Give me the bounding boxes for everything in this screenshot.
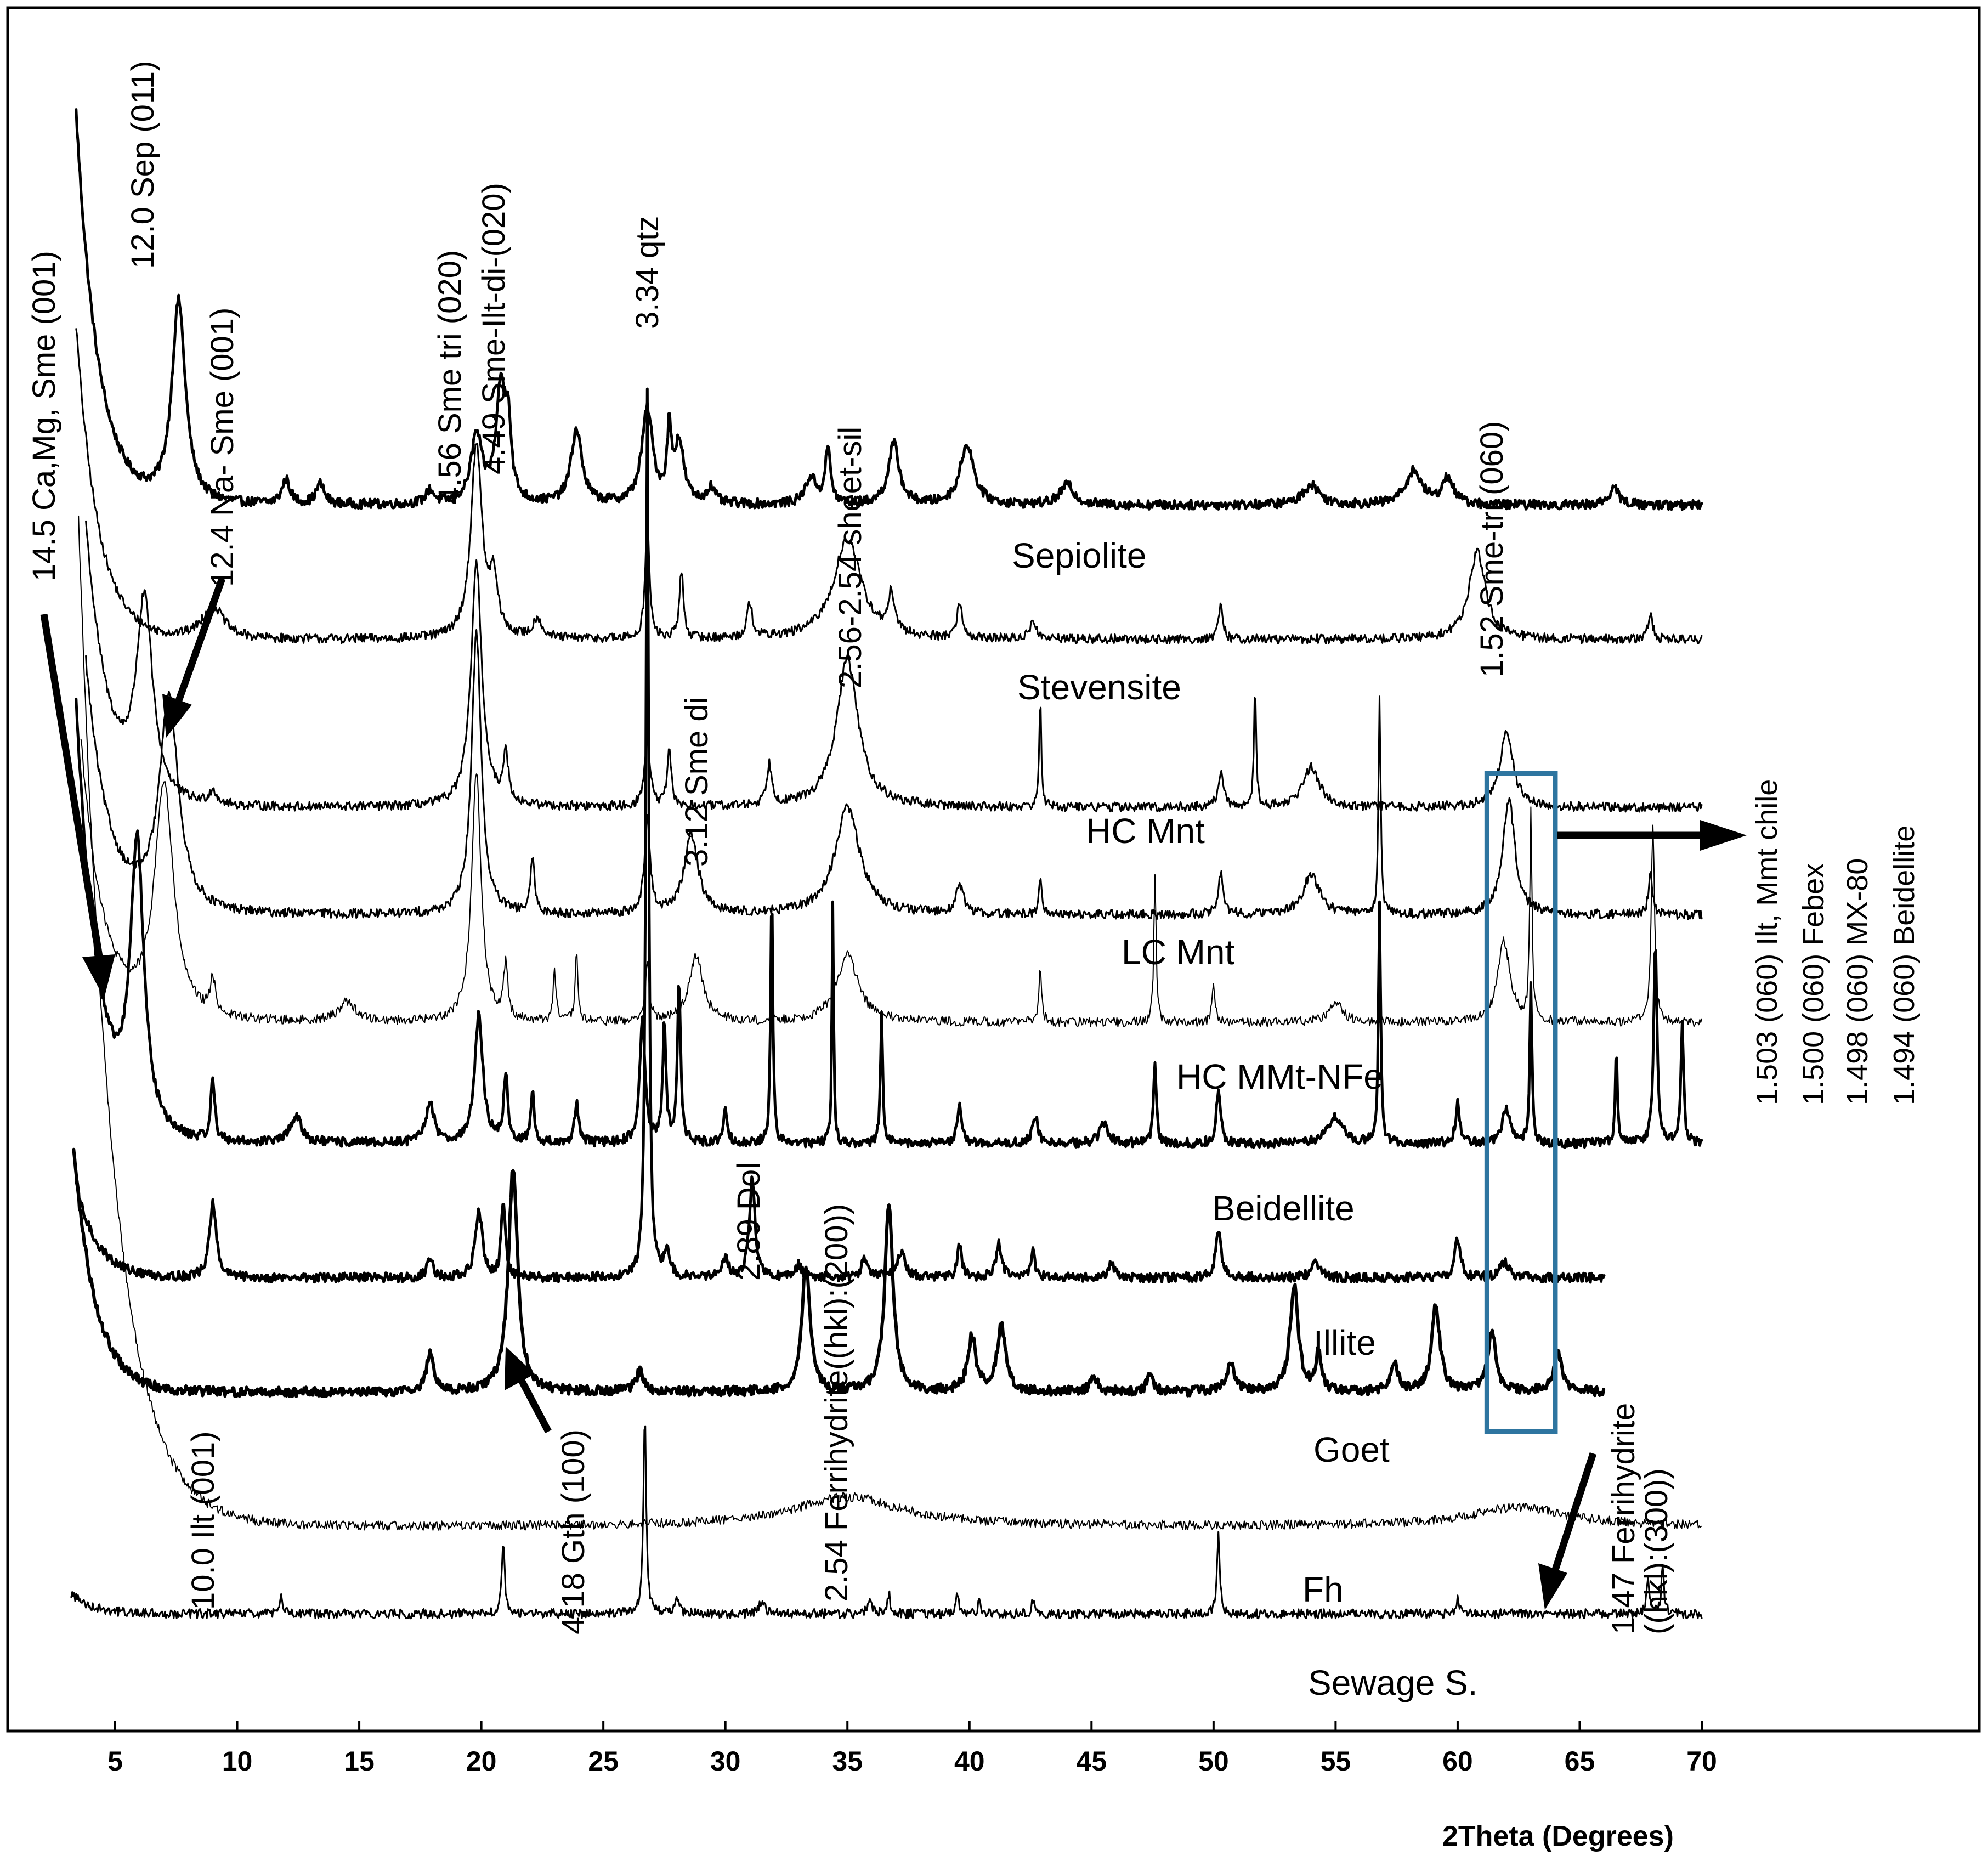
- annotation-ilt-001: 10.0 Ilt (001): [185, 1431, 221, 1610]
- diffraction-traces: [70, 108, 1703, 1620]
- series-label-sepiolite: Sepiolite: [1012, 536, 1147, 575]
- series-line-hc-mmt-nfe: [80, 739, 1702, 1027]
- series-label-illite: Illite: [1313, 1323, 1376, 1362]
- annotation-dol: 2.89 Dol: [731, 1162, 767, 1281]
- series-label-sewage: Sewage S.: [1308, 1663, 1478, 1702]
- x-tick-label: 5: [107, 1746, 123, 1777]
- arrow-060-box: [1557, 820, 1747, 851]
- series-line-beidellite: [75, 697, 1703, 1149]
- annotation-sep-011: 12.0 Sep (011): [125, 61, 161, 269]
- x-tick-label: 25: [588, 1746, 619, 1777]
- annotation-qtz: 3.34 qtz: [630, 216, 665, 329]
- x-tick-label: 15: [344, 1746, 375, 1777]
- annotation-060-febex: 1.500 (060) Febex: [1797, 863, 1830, 1105]
- x-tick-label: 35: [832, 1746, 863, 1777]
- highlight-box-060: [1484, 771, 1558, 1434]
- series-line-fh: [78, 515, 1702, 1531]
- series-label-goet: Goet: [1313, 1430, 1390, 1469]
- annotation-sme-di: 3.12 Sme di: [679, 697, 715, 867]
- series-line-sepiolite: [75, 108, 1703, 511]
- plot-frame: [6, 6, 1981, 1733]
- series-label-lc-mnt: LC Mnt: [1122, 932, 1235, 972]
- arrow-ferrihydrite-300: [1538, 1452, 1597, 1610]
- arrow-na-sme: [162, 577, 226, 738]
- x-tick-label: 40: [954, 1746, 985, 1777]
- series-label-hc-mmt-nfe: HC MMt-NFe: [1176, 1057, 1383, 1096]
- x-tick-label: 55: [1321, 1746, 1351, 1777]
- x-tick-label: 10: [222, 1746, 253, 1777]
- series-line-sewage-s-: [70, 1425, 1703, 1620]
- annotation-060-mx-80: 1.498 (060) MX-80: [1841, 858, 1874, 1105]
- series-line-goet: [72, 1147, 1606, 1398]
- series-label-hc-mnt: HC Mnt: [1086, 811, 1205, 851]
- annotation-sme-ilt-di-020: 4.49 Sme-Ilt-di-(020): [476, 183, 512, 474]
- annotation-ferrihydrite-200: 2.54 Ferrihydrite((hkl):(200)): [819, 1204, 854, 1602]
- arrow-gth-100: [505, 1347, 552, 1434]
- annotation-ferrihydrite-300-a: 1.47 Ferrihydrite: [1606, 1403, 1641, 1634]
- x-tick-label: 50: [1198, 1746, 1229, 1777]
- annotation-ca-mg-sme-001: 14.5 Ca,Mg, Sme (001): [26, 251, 62, 581]
- annotation-sheet-sil: 2.56-2.54 sheet-sil: [832, 427, 868, 688]
- series-line-stevensite: [75, 328, 1703, 644]
- annotation-sme-tri-060: 1.52 Sme-tri (060): [1474, 421, 1510, 677]
- x-tick-label: 65: [1565, 1746, 1595, 1777]
- x-tick-label: 70: [1686, 1746, 1717, 1777]
- series-line-hc-mnt: [85, 520, 1703, 813]
- series-line-lc-mnt: [85, 629, 1703, 920]
- annotation-060-ilt-mmt-chile: 1.503 (060) Ilt, Mmt chile: [1751, 779, 1783, 1105]
- x-tick-label: 30: [710, 1746, 741, 1777]
- annotation-060-beidellite: 1.494 (060) Beidellite: [1888, 825, 1921, 1105]
- x-tick-label: 45: [1076, 1746, 1107, 1777]
- x-axis-title: 2Theta (Degrees): [1442, 1820, 1674, 1852]
- x-tick-label: 60: [1442, 1746, 1473, 1777]
- annotation-na-sme-001: 12.4 Na- Sme (001): [205, 308, 240, 587]
- annotation-gth-100: 4.18 Gth (100): [556, 1429, 591, 1634]
- arrow-ca-mg-sme: [40, 613, 115, 998]
- annotation-sme-tri-020: 4.56 Sme tri (020): [432, 250, 468, 505]
- x-tick-label: 20: [466, 1746, 497, 1777]
- series-label-stevensite: Stevensite: [1017, 668, 1181, 707]
- x-axis-ticks: 5 10 15 20 25 30 35 40 45 50 55 60 65 70: [107, 1721, 1717, 1777]
- series-line-illite: [75, 387, 1606, 1284]
- series-label-fh: Fh: [1302, 1570, 1344, 1609]
- annotation-ferrihydrite-300-b: ((hkl):(300)): [1639, 1468, 1674, 1634]
- series-label-beidellite: Beidellite: [1212, 1189, 1355, 1228]
